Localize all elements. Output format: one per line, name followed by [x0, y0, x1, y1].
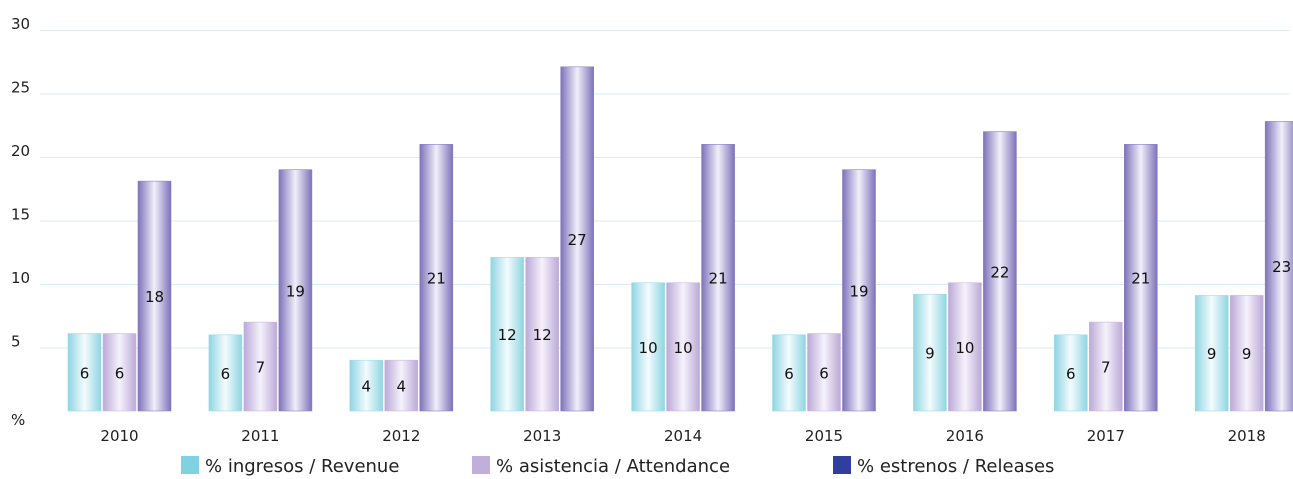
legend: % ingresos / Revenue % asistencia / Atten…	[181, 456, 1054, 477]
data-label: 6	[221, 365, 231, 383]
data-label: 6	[1066, 365, 1076, 383]
bar-2012-series-2	[419, 144, 454, 412]
data-label: 21	[427, 270, 446, 288]
data-label: 9	[1207, 345, 1217, 363]
y-tick-label: 30	[11, 15, 30, 33]
x-tick-label: 2013	[523, 427, 561, 445]
x-tick-label: 2012	[382, 427, 420, 445]
bar-2012-series-0	[349, 359, 384, 412]
data-label: 9	[925, 345, 935, 363]
bar-2010-series-1	[102, 333, 137, 412]
bar-2016-series-0	[913, 293, 947, 412]
data-label: 7	[256, 359, 266, 377]
data-label: 18	[145, 288, 164, 306]
bar-2011-series-1	[243, 321, 278, 412]
data-label: 9	[1242, 345, 1252, 363]
legend-label: % asistencia / Attendance	[496, 456, 730, 477]
y-tick-label: 15	[11, 206, 30, 224]
x-tick-label: 2014	[664, 427, 702, 445]
x-tick-label: 2015	[805, 427, 843, 445]
data-label: 6	[784, 365, 794, 383]
legend-label: % estrenos / Releases	[857, 456, 1054, 477]
x-axis-ticks: 2010 2011 2012 2013 2014 2015 2016 2017 2018	[100, 427, 1265, 445]
y-tick-label: 5	[11, 333, 21, 351]
bar-2014-series-2	[701, 144, 735, 412]
bar-2013-series-0	[490, 257, 525, 412]
y-axis-ticks: % 5 10 15 20 25 30	[11, 15, 30, 429]
data-label: 19	[849, 282, 868, 300]
data-label: 12	[533, 326, 552, 344]
bar-2010-series-2	[137, 180, 172, 412]
bar-2018-series-2	[1264, 121, 1293, 412]
data-label: 19	[286, 282, 305, 300]
bar-2015-series-1	[807, 333, 841, 412]
y-tick-label: 25	[11, 79, 30, 97]
legend-swatch	[472, 456, 490, 474]
bar-2018-series-1	[1229, 295, 1264, 412]
bar-2010-series-0	[67, 333, 102, 412]
bar-2017-series-2	[1124, 144, 1158, 412]
data-label: 12	[498, 326, 517, 344]
data-label: 4	[397, 378, 407, 396]
bar-2014-series-0	[631, 282, 665, 412]
bar-2013-series-1	[525, 257, 560, 412]
legend-swatch	[833, 456, 851, 474]
bar-2011-series-0	[208, 334, 243, 412]
bar-2012-series-1	[384, 359, 419, 412]
data-label: 4	[362, 378, 372, 396]
data-label: 6	[80, 364, 90, 382]
data-label: 21	[1131, 270, 1150, 288]
data-label: 6	[115, 364, 125, 382]
x-tick-label: 2016	[946, 427, 984, 445]
data-label: 10	[955, 339, 974, 357]
bar-2015-series-2	[842, 169, 876, 412]
data-label: 23	[1272, 258, 1291, 276]
x-tick-label: 2011	[241, 427, 279, 445]
bar-2011-series-2	[278, 169, 313, 412]
bar-2015-series-0	[772, 334, 806, 412]
data-label: 10	[674, 339, 693, 357]
data-label: 22	[990, 263, 1009, 281]
x-tick-label: 2017	[1087, 427, 1125, 445]
data-label: 27	[568, 231, 587, 249]
data-label: 7	[1101, 359, 1111, 377]
bar-2016-series-1	[948, 282, 982, 412]
bar-2013-series-2	[560, 66, 595, 412]
y-tick-label: %	[11, 411, 25, 429]
data-labels: 6 6 18 6 7 19 4 4 21 12 12 27 10 10 21 6 6 19 9 10 22 6 7 21 9 9 2…	[80, 231, 1292, 396]
data-label: 21	[709, 270, 728, 288]
x-tick-label: 2010	[100, 427, 138, 445]
y-tick-label: 20	[11, 142, 30, 160]
x-tick-label: 2018	[1228, 427, 1266, 445]
bar-2017-series-1	[1089, 321, 1123, 412]
legend-label: % ingresos / Revenue	[205, 456, 399, 477]
bars	[67, 66, 1293, 412]
data-label: 10	[639, 339, 658, 357]
legend-swatch	[181, 456, 199, 474]
bar-2016-series-2	[983, 131, 1017, 412]
bar-2018-series-0	[1194, 295, 1229, 412]
data-label: 6	[819, 364, 829, 382]
bar-2014-series-1	[666, 282, 700, 412]
gridlines	[40, 30, 1290, 349]
y-tick-label: 10	[11, 269, 30, 287]
bar-2017-series-0	[1054, 334, 1088, 412]
